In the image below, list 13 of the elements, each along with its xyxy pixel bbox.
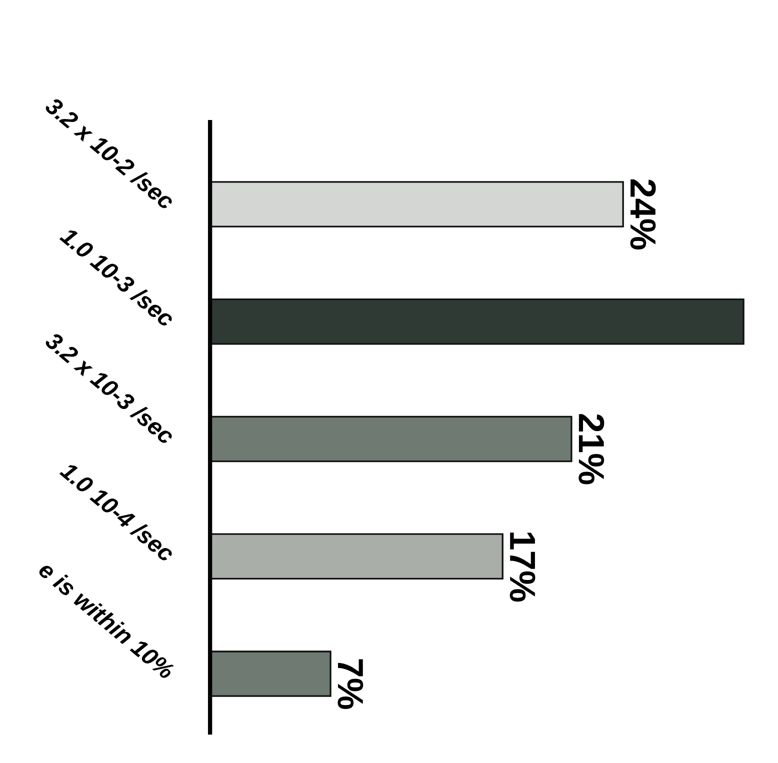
- data-label: 17%: [510, 532, 536, 602]
- bar: [210, 533, 504, 580]
- y-tick-label: 3.2 x 10-3 /sec: [44, 330, 176, 446]
- data-label: 21%: [578, 414, 604, 484]
- data-label: 24%: [630, 179, 656, 250]
- bar: [210, 298, 744, 345]
- data-label: 7%: [338, 659, 364, 709]
- bar: [210, 181, 624, 228]
- y-tick-label: 3.2 x 10-2 /sec: [44, 96, 176, 211]
- y-tick-label: 1.0 10-4 /sec: [59, 460, 176, 564]
- bar: [210, 650, 332, 697]
- y-tick-label: 1.0 10-3 /sec: [59, 226, 176, 328]
- bar: [210, 416, 572, 462]
